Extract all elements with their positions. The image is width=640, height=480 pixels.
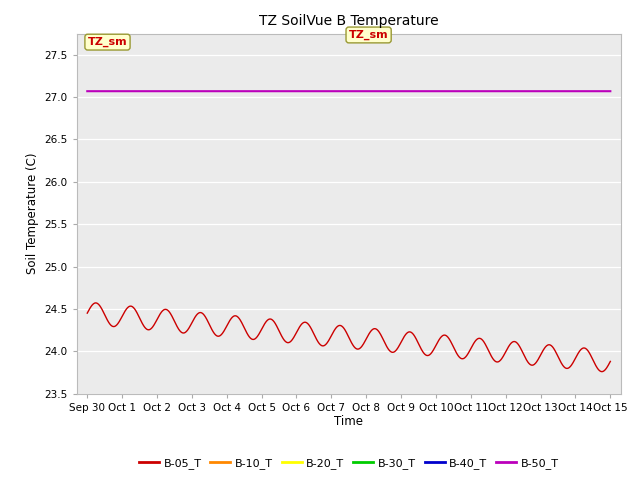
X-axis label: Time: Time bbox=[334, 415, 364, 429]
Y-axis label: Soil Temperature (C): Soil Temperature (C) bbox=[26, 153, 39, 275]
Title: TZ SoilVue B Temperature: TZ SoilVue B Temperature bbox=[259, 14, 438, 28]
Text: TZ_sm: TZ_sm bbox=[349, 30, 388, 40]
Legend: B-05_T, B-10_T, B-20_T, B-30_T, B-40_T, B-50_T: B-05_T, B-10_T, B-20_T, B-30_T, B-40_T, … bbox=[134, 453, 563, 473]
Text: TZ_sm: TZ_sm bbox=[88, 37, 127, 47]
